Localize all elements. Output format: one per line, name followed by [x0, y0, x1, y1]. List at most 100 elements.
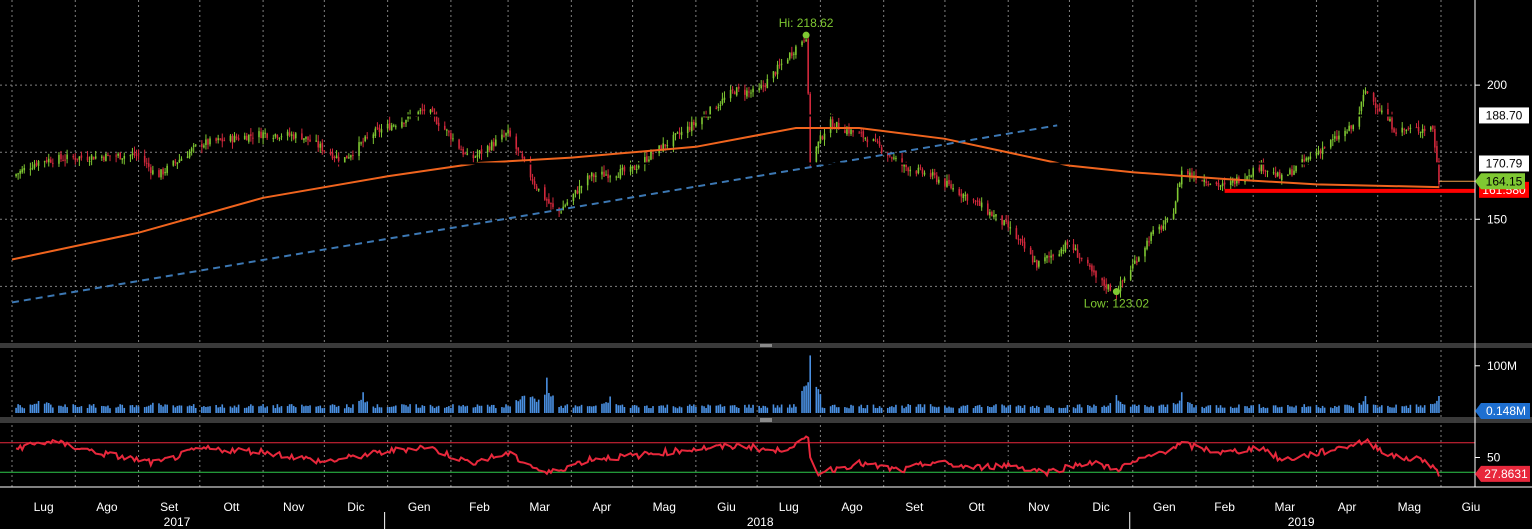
- volume-bar: [19, 405, 21, 413]
- volume-last-label-box: [1475, 403, 1530, 419]
- volume-bar: [1401, 406, 1404, 413]
- x-month-label: Apr: [593, 500, 612, 514]
- volume-bar: [176, 405, 179, 413]
- candle-body: [995, 214, 997, 217]
- candle-body: [90, 155, 93, 160]
- candle-body: [629, 166, 632, 172]
- volume-bar: [735, 407, 738, 413]
- candle-body: [852, 130, 854, 133]
- volume-bar: [115, 407, 117, 413]
- candle-body: [231, 136, 234, 143]
- candle-body: [1417, 126, 1420, 132]
- volume-bar: [215, 404, 217, 413]
- candle-body: [880, 147, 883, 153]
- volume-bar: [1087, 405, 1089, 413]
- volume-bar: [809, 355, 811, 413]
- candle-body: [1319, 150, 1322, 154]
- volume-bar: [172, 405, 175, 413]
- volume-last-label: 0.148M: [1486, 404, 1526, 418]
- volume-bar: [791, 407, 793, 413]
- volume-bar: [1378, 406, 1381, 413]
- candle-body: [619, 169, 622, 179]
- candle-body: [1307, 157, 1310, 160]
- candle-body: [123, 156, 126, 159]
- candle-body: [278, 137, 281, 139]
- candle-body: [876, 141, 879, 143]
- volume-bar: [1103, 405, 1105, 413]
- volume-bar: [703, 406, 705, 413]
- candle-body: [1009, 227, 1012, 229]
- volume-bar: [1291, 406, 1293, 413]
- volume-bar: [1109, 403, 1112, 413]
- volume-bar: [31, 404, 34, 413]
- candle-body: [544, 187, 546, 200]
- candle-body: [1129, 270, 1132, 280]
- volume-bar: [1017, 405, 1020, 413]
- x-month-label: Ago: [96, 500, 118, 514]
- candle-body: [1217, 182, 1220, 187]
- candle-body: [60, 153, 62, 160]
- volume-bar: [709, 405, 711, 413]
- candle-body: [517, 147, 520, 151]
- volume-bar: [786, 407, 789, 413]
- candle-body: [294, 133, 297, 139]
- candle-body: [47, 158, 50, 163]
- volume-bar: [1421, 407, 1424, 413]
- candle-body: [1429, 127, 1432, 130]
- candle-body: [1203, 179, 1205, 182]
- candle-body: [801, 41, 803, 46]
- candle-body: [962, 194, 965, 198]
- candle-body: [486, 146, 489, 153]
- volume-bar: [660, 405, 662, 413]
- volume-bar: [133, 407, 136, 413]
- volume-bar: [409, 404, 411, 413]
- candle-body: [1017, 238, 1020, 240]
- candle-body: [958, 189, 961, 195]
- volume-bar: [160, 404, 162, 413]
- candle-body: [760, 85, 763, 89]
- volume-bar: [858, 406, 860, 413]
- volume-bar: [544, 394, 546, 413]
- volume-bar: [109, 408, 111, 413]
- volume-bar: [719, 404, 722, 413]
- volume-bar: [1364, 396, 1367, 413]
- volume-bar: [746, 407, 748, 413]
- volume-bar: [190, 406, 193, 413]
- candle-body: [764, 85, 767, 88]
- candle-body: [1366, 91, 1369, 94]
- candle-body: [1423, 128, 1426, 131]
- candle-body: [748, 91, 750, 93]
- candle-body: [1348, 125, 1350, 131]
- volume-tick-label: 100M: [1487, 359, 1517, 373]
- volume-bar: [972, 408, 975, 413]
- volume-bar: [1180, 392, 1183, 413]
- volume-bar: [323, 407, 326, 413]
- candle-body: [1119, 281, 1122, 292]
- volume-bar: [15, 407, 17, 413]
- volume-bar: [874, 407, 877, 413]
- volume-bar: [519, 399, 522, 413]
- candle-body: [1376, 109, 1379, 111]
- volume-bar: [872, 404, 875, 413]
- candle-body: [348, 157, 350, 159]
- volume-bar: [560, 405, 562, 413]
- volume-bar: [1376, 407, 1379, 413]
- candle-body: [476, 154, 479, 157]
- volume-bar: [478, 405, 481, 413]
- volume-bar: [1178, 400, 1181, 413]
- candle-body: [972, 199, 975, 201]
- volume-bar: [1058, 407, 1061, 413]
- volume-bar: [305, 405, 307, 413]
- volume-bar: [1434, 403, 1436, 413]
- candle-body: [31, 168, 34, 170]
- volume-bar: [272, 405, 275, 413]
- candle-body: [780, 63, 783, 65]
- volume-bar: [646, 405, 648, 413]
- volume-bar: [203, 406, 205, 413]
- candle-body: [178, 159, 181, 163]
- volume-bar: [1152, 406, 1154, 413]
- candle-body: [1103, 279, 1105, 286]
- volume-bar: [235, 407, 238, 413]
- candle-body: [715, 107, 718, 110]
- candle-body: [978, 200, 981, 206]
